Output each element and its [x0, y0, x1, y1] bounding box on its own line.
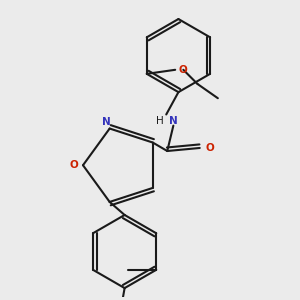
Text: N: N	[169, 116, 178, 126]
Text: N: N	[102, 117, 111, 128]
Text: O: O	[179, 65, 188, 75]
Text: H: H	[156, 116, 164, 126]
Text: O: O	[206, 143, 214, 153]
Text: O: O	[70, 160, 78, 170]
